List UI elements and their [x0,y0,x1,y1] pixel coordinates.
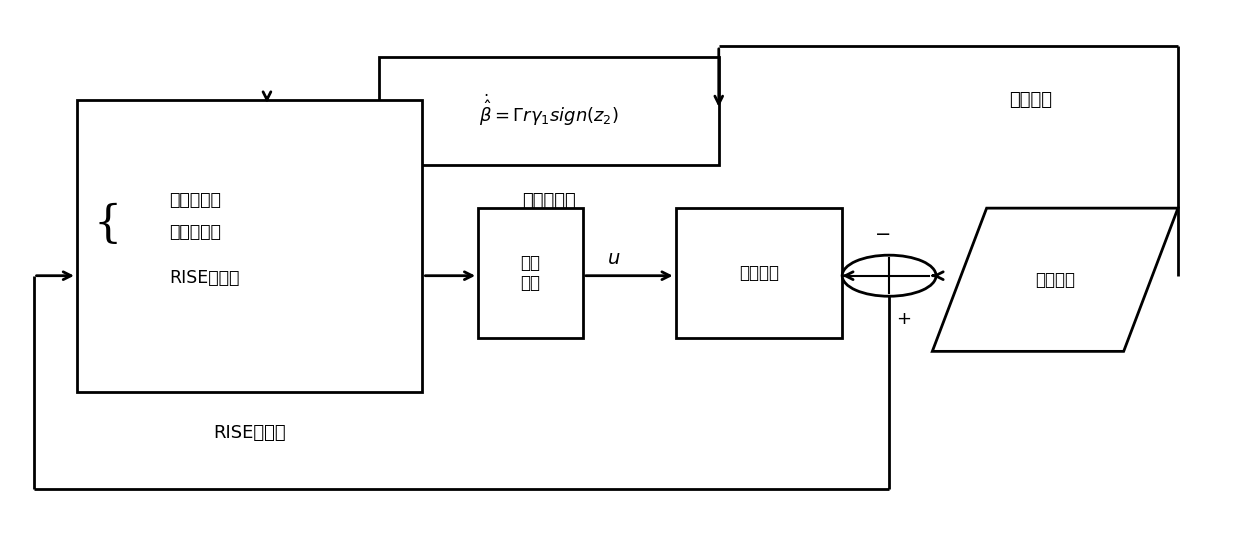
Text: 前馈补偿项: 前馈补偿项 [170,223,221,241]
Text: 跟踪性能: 跟踪性能 [1035,271,1075,289]
Text: RISE鲁棒项: RISE鲁棒项 [170,269,239,287]
Text: 增益自调节: 增益自调节 [522,192,575,210]
Text: 基于模型的: 基于模型的 [170,191,221,209]
Circle shape [842,255,936,296]
Text: $\dot{\hat{\beta}} = \Gamma r\gamma_1 sign(z_2)$: $\dot{\hat{\beta}} = \Gamma r\gamma_1 si… [479,93,619,128]
Bar [479,208,583,338]
Text: +: + [895,310,910,328]
Bar [77,100,423,392]
Text: 输入
受限: 输入 受限 [521,253,541,293]
Text: 跟踪误差: 跟踪误差 [1009,91,1052,109]
Polygon shape [932,208,1178,352]
Text: 直流电机: 直流电机 [739,264,779,282]
Bar [379,57,719,165]
Text: {: { [93,203,122,246]
Text: $u$: $u$ [608,251,620,269]
Text: RISE控制器: RISE控制器 [213,424,286,442]
Bar [676,208,842,338]
Text: −: − [874,225,892,245]
